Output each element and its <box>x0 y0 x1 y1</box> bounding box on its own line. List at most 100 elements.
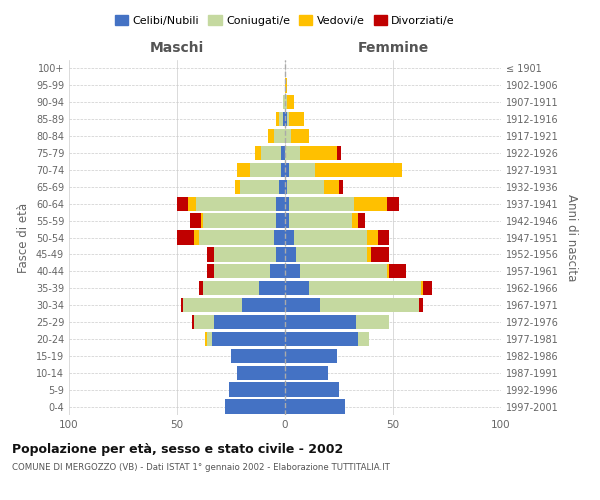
Bar <box>287 112 289 126</box>
Bar <box>285 196 289 211</box>
Text: Popolazione per età, sesso e stato civile - 2002: Popolazione per età, sesso e stato civil… <box>12 442 343 456</box>
Bar <box>278 112 283 126</box>
Bar <box>293 230 367 244</box>
Bar <box>287 95 293 110</box>
Bar <box>261 146 281 160</box>
Bar <box>199 281 203 295</box>
Text: Femmine: Femmine <box>358 41 428 55</box>
Bar <box>277 247 285 262</box>
Bar <box>320 298 419 312</box>
Bar <box>285 230 293 244</box>
Bar <box>199 230 274 244</box>
Bar <box>285 146 300 160</box>
Bar <box>274 230 285 244</box>
Bar <box>274 129 285 144</box>
Bar <box>188 196 196 211</box>
Bar <box>285 180 287 194</box>
Bar <box>419 298 423 312</box>
Bar <box>289 162 315 177</box>
Bar <box>270 264 285 278</box>
Bar <box>285 315 356 329</box>
Bar <box>367 230 378 244</box>
Bar <box>358 332 369 346</box>
Bar <box>203 281 259 295</box>
Bar <box>389 264 406 278</box>
Bar <box>386 196 400 211</box>
Bar <box>231 348 285 363</box>
Bar <box>194 230 199 244</box>
Bar <box>177 230 194 244</box>
Bar <box>285 95 287 110</box>
Bar <box>184 298 242 312</box>
Bar <box>238 366 285 380</box>
Bar <box>177 196 188 211</box>
Bar <box>277 112 278 126</box>
Bar <box>214 264 270 278</box>
Bar <box>386 264 389 278</box>
Bar <box>239 180 278 194</box>
Bar <box>356 315 389 329</box>
Bar <box>285 214 289 228</box>
Bar <box>285 162 289 177</box>
Bar <box>205 332 207 346</box>
Bar <box>194 315 214 329</box>
Bar <box>358 214 365 228</box>
Bar <box>285 332 358 346</box>
Bar <box>339 180 343 194</box>
Bar <box>235 180 239 194</box>
Bar <box>207 332 212 346</box>
Bar <box>309 281 421 295</box>
Bar <box>289 214 352 228</box>
Bar <box>277 214 285 228</box>
Bar <box>190 214 201 228</box>
Bar <box>296 247 367 262</box>
Bar <box>285 112 287 126</box>
Bar <box>285 298 320 312</box>
Bar <box>181 298 184 312</box>
Bar <box>367 247 371 262</box>
Bar <box>268 129 274 144</box>
Bar <box>238 162 250 177</box>
Bar <box>378 230 389 244</box>
Bar <box>250 162 281 177</box>
Bar <box>242 298 285 312</box>
Bar <box>214 315 285 329</box>
Bar <box>207 247 214 262</box>
Bar <box>300 264 386 278</box>
Text: Maschi: Maschi <box>150 41 204 55</box>
Bar <box>354 196 386 211</box>
Bar <box>281 146 285 160</box>
Bar <box>289 196 354 211</box>
Bar <box>285 281 309 295</box>
Bar <box>229 382 285 397</box>
Bar <box>285 366 328 380</box>
Bar <box>371 247 389 262</box>
Bar <box>285 129 292 144</box>
Bar <box>337 146 341 160</box>
Bar <box>196 196 277 211</box>
Bar <box>352 214 358 228</box>
Bar <box>285 78 287 92</box>
Text: COMUNE DI MERGOZZO (VB) - Dati ISTAT 1° gennaio 2002 - Elaborazione TUTTITALIA.I: COMUNE DI MERGOZZO (VB) - Dati ISTAT 1° … <box>12 464 390 472</box>
Bar <box>285 348 337 363</box>
Bar <box>324 180 339 194</box>
Bar <box>255 146 261 160</box>
Y-axis label: Anni di nascita: Anni di nascita <box>565 194 578 281</box>
Legend: Celibi/Nubili, Coniugati/e, Vedovi/e, Divorziati/e: Celibi/Nubili, Coniugati/e, Vedovi/e, Di… <box>110 10 460 30</box>
Bar <box>277 196 285 211</box>
Bar <box>212 332 285 346</box>
Bar <box>203 214 277 228</box>
Bar <box>423 281 432 295</box>
Bar <box>315 162 401 177</box>
Bar <box>287 180 324 194</box>
Bar <box>224 400 285 413</box>
Bar <box>289 112 304 126</box>
Bar <box>281 162 285 177</box>
Bar <box>285 247 296 262</box>
Bar <box>285 382 339 397</box>
Bar <box>300 146 337 160</box>
Bar <box>285 400 346 413</box>
Bar <box>421 281 423 295</box>
Bar <box>214 247 277 262</box>
Bar <box>283 95 285 110</box>
